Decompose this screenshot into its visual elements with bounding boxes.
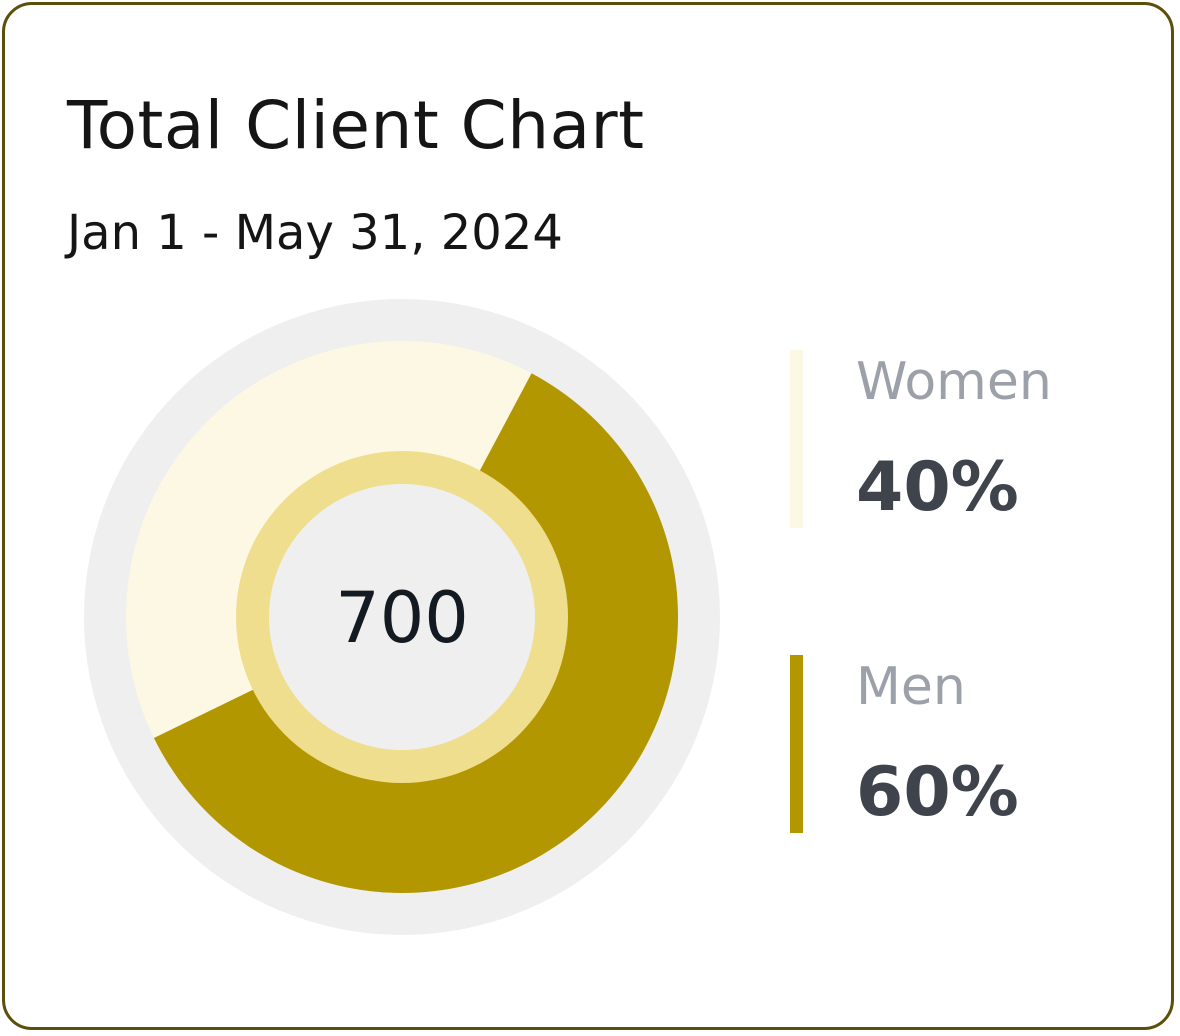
- legend-item-women: Women 40%: [790, 350, 1150, 528]
- legend-label-men: Men: [856, 657, 966, 717]
- legend-swatch-women: [790, 350, 803, 528]
- date-range: Jan 1 - May 31, 2024: [67, 205, 563, 261]
- legend-item-men: Men 60%: [790, 655, 1150, 833]
- center-disc: [269, 484, 535, 750]
- chart-title: Total Client Chart: [67, 87, 645, 164]
- center-total-label: 700: [335, 577, 469, 659]
- donut-chart: 700: [82, 297, 722, 937]
- donut-chart-svg: 700: [84, 299, 720, 935]
- legend-value-men: 60%: [856, 753, 1019, 832]
- legend-value-women: 40%: [856, 448, 1019, 527]
- legend-label-women: Women: [856, 352, 1052, 412]
- legend-swatch-men: [790, 655, 803, 833]
